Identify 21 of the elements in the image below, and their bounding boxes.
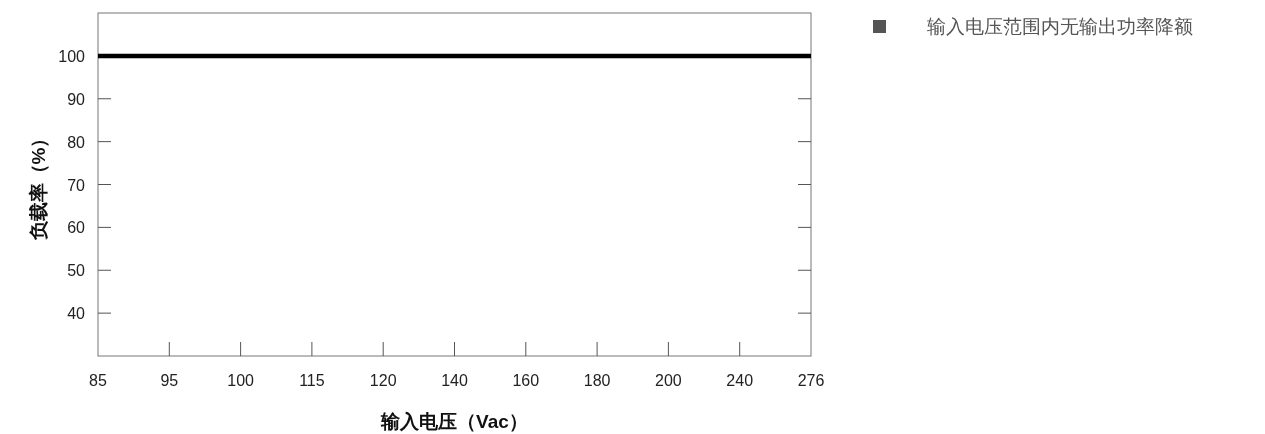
x-tick-label: 120 — [369, 372, 397, 389]
x-tick-label: 200 — [655, 372, 682, 389]
x-tick-label: 100 — [227, 372, 255, 389]
x-tick-label: 140 — [441, 372, 468, 389]
text: 输入电压范围内无输出功率降额 — [927, 16, 1193, 37]
x-tick-label: 180 — [583, 372, 611, 389]
y-tick-label: 60 — [67, 219, 86, 237]
x-tick-label: 160 — [512, 372, 540, 389]
x-tick-label: 95 — [160, 372, 179, 389]
y-tick-label: 100 — [58, 47, 86, 65]
x-tick-label: 85 — [89, 372, 107, 389]
y-tick-label: 50 — [67, 262, 86, 280]
x-axis-title: 输入电压（Vac） — [380, 411, 528, 432]
y-tick-label: 90 — [67, 90, 86, 108]
x-tick-label: 115 — [299, 372, 325, 389]
y-tick-label: 70 — [67, 176, 86, 194]
x-tick-label: 276 — [797, 372, 825, 389]
y-tick-label: 40 — [67, 305, 86, 323]
x-tick-label: 240 — [726, 372, 754, 389]
y-axis-title: 负载率（%） — [28, 128, 49, 242]
y-tick-label: 80 — [67, 133, 86, 151]
